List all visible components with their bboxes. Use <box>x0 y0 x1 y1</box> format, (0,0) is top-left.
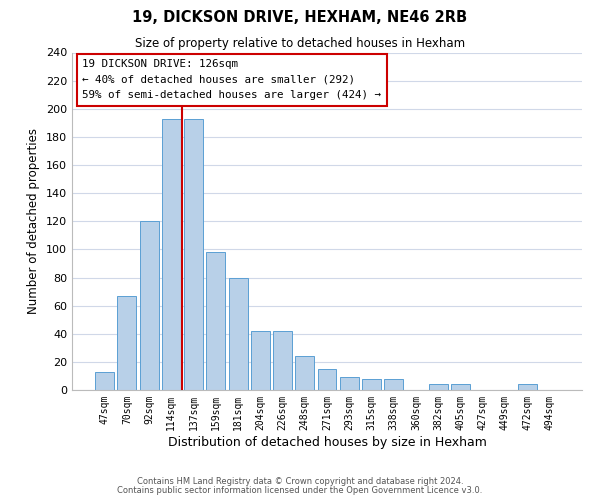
Text: Size of property relative to detached houses in Hexham: Size of property relative to detached ho… <box>135 38 465 51</box>
Text: Contains HM Land Registry data © Crown copyright and database right 2024.: Contains HM Land Registry data © Crown c… <box>137 477 463 486</box>
Bar <box>340 378 359 390</box>
Bar <box>251 331 270 390</box>
Bar <box>273 331 292 390</box>
X-axis label: Distribution of detached houses by size in Hexham: Distribution of detached houses by size … <box>167 436 487 448</box>
Bar <box>140 221 158 390</box>
Bar <box>162 118 181 390</box>
Text: 19, DICKSON DRIVE, HEXHAM, NE46 2RB: 19, DICKSON DRIVE, HEXHAM, NE46 2RB <box>133 10 467 25</box>
Text: Contains public sector information licensed under the Open Government Licence v3: Contains public sector information licen… <box>118 486 482 495</box>
Bar <box>317 369 337 390</box>
Bar <box>95 372 114 390</box>
Bar <box>295 356 314 390</box>
Bar <box>429 384 448 390</box>
Bar <box>518 384 536 390</box>
Y-axis label: Number of detached properties: Number of detached properties <box>28 128 40 314</box>
Bar <box>118 296 136 390</box>
Bar <box>206 252 225 390</box>
Bar <box>184 118 203 390</box>
Bar <box>362 379 381 390</box>
Bar <box>384 379 403 390</box>
Bar <box>451 384 470 390</box>
Bar <box>229 278 248 390</box>
Text: 19 DICKSON DRIVE: 126sqm
← 40% of detached houses are smaller (292)
59% of semi-: 19 DICKSON DRIVE: 126sqm ← 40% of detach… <box>82 59 381 100</box>
